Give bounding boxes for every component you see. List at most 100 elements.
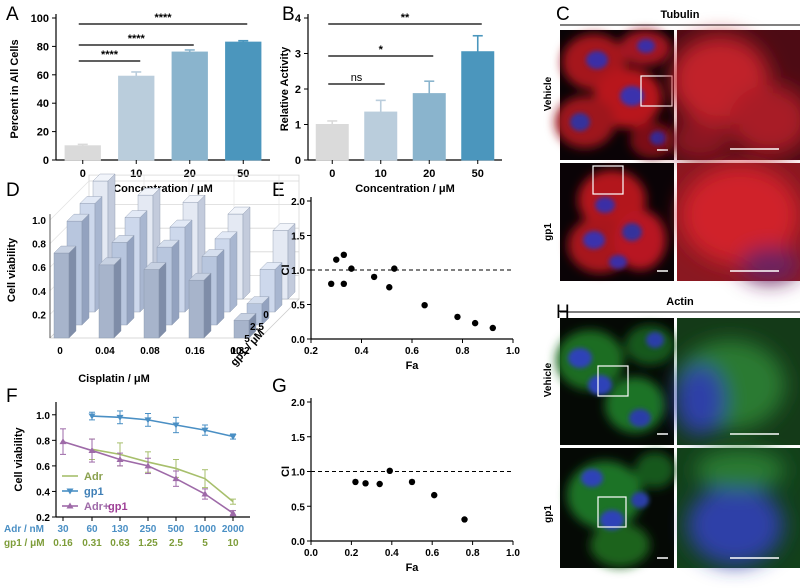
- significance-label: ****: [101, 49, 119, 61]
- x-tick-label: 50: [472, 168, 484, 180]
- y-tick-label: 80: [37, 41, 49, 53]
- x-axis-label: Fa: [406, 360, 420, 372]
- z-tick-label: 10: [230, 346, 242, 357]
- data-point: [172, 422, 180, 429]
- dose-value: 2000: [222, 524, 245, 535]
- bar-top: [259, 262, 283, 270]
- x-tick-label: 0.04: [95, 346, 115, 357]
- y-tick-label: 1.5: [291, 232, 305, 243]
- data-point: [229, 509, 237, 516]
- zoom-region-box: [597, 365, 629, 397]
- y-tick-label: 2.0: [291, 197, 305, 208]
- dose-value: 60: [86, 524, 98, 535]
- x-tick-label: 0.8: [466, 548, 480, 559]
- panel-letter-a: A: [6, 4, 19, 25]
- x-tick-label: 0.8: [456, 346, 470, 357]
- panel-letter-d: D: [6, 180, 20, 201]
- z-tick-label: 2.5: [250, 322, 264, 333]
- panel-d-3d-bar-chart: 0.2 0.4 0.6 0.8 1.0 Cell viability 0 0.04 0.08 0.…: [6, 173, 300, 385]
- tubulin-gp1-overview: [560, 163, 674, 281]
- y-tick-label: 1.0: [291, 468, 305, 479]
- bar-top: [98, 257, 122, 266]
- y-axis-label: CI: [280, 265, 292, 276]
- legend-label-combo: Adr+: [84, 501, 109, 513]
- x-axis-label: Fa: [406, 562, 420, 574]
- x-axis-label: Concentration / μM: [113, 183, 213, 195]
- panel-letter-e: E: [272, 180, 285, 201]
- legend-label-adr: Adr: [84, 471, 104, 483]
- data-point: [362, 480, 369, 487]
- bar: [118, 75, 155, 161]
- tubulin-gp1-zoom: [677, 163, 800, 283]
- panel-letter-g: G: [272, 376, 287, 397]
- y-tick-label: 20: [37, 127, 49, 139]
- y-tick-label: 0.2: [32, 310, 46, 321]
- bar-top: [124, 210, 148, 218]
- legend-label-gp1: gp1: [84, 486, 104, 498]
- bar-face: [188, 279, 205, 339]
- significance-label: ****: [154, 12, 172, 24]
- data-point: [116, 414, 124, 421]
- y-tick-label: 1.0: [36, 411, 50, 422]
- z-tick-label: 0: [263, 310, 269, 321]
- legend-marker: [66, 488, 74, 495]
- dose-value: 130: [112, 524, 129, 535]
- y-tick-label: 0.2: [36, 513, 50, 524]
- y-tick-label: 1.5: [291, 433, 305, 444]
- dose-value: 500: [168, 524, 185, 535]
- data-point: [229, 434, 237, 440]
- significance-label: **: [401, 12, 410, 24]
- panel-h-row-label-gp1: gp1: [543, 505, 554, 523]
- panel-c-title: Tubulin: [661, 9, 700, 21]
- data-point: [328, 280, 335, 287]
- bar-side: [242, 206, 251, 300]
- y-tick-label: 3: [295, 49, 301, 61]
- panel-a-bar-chart: 0 20 40 60 80 100 0 10 20 50 **** **** **** Percent i…: [9, 12, 270, 195]
- x-tick-label: 1.0: [506, 548, 520, 559]
- dose-value: 30: [57, 524, 69, 535]
- x-axis-label: Cisplatin / μM: [78, 373, 150, 385]
- x-tick-label: 0.4: [355, 346, 369, 357]
- bar-top: [137, 187, 161, 196]
- panel-letter-c: C: [556, 4, 570, 25]
- data-point: [340, 280, 348, 287]
- actin-vehicle-zoom: [675, 318, 800, 445]
- significance-label: ns: [351, 72, 363, 84]
- bar-top: [227, 206, 251, 215]
- data-point: [88, 447, 96, 454]
- significance-label: *: [379, 44, 384, 56]
- y-tick-label: 0.0: [291, 537, 305, 548]
- bar-top: [246, 296, 270, 304]
- x-tick-label: 0.32: [230, 346, 250, 357]
- panel-letter-b: B: [282, 4, 295, 25]
- data-point: [172, 475, 180, 482]
- y-tick-label: 60: [37, 70, 49, 82]
- y-tick-label: 0.0: [291, 335, 305, 346]
- panel-letter-f: F: [6, 386, 18, 407]
- bar-top: [53, 245, 77, 254]
- data-point: [88, 413, 96, 420]
- dose-value: 1.25: [138, 538, 158, 549]
- bar: [412, 93, 446, 161]
- bar-face: [53, 252, 70, 339]
- data-point: [116, 456, 124, 462]
- y-tick-label: 2.0: [291, 398, 305, 409]
- bar: [171, 51, 208, 161]
- bar-top: [169, 219, 193, 228]
- data-point: [408, 478, 416, 486]
- zoom-region-box: [592, 165, 624, 195]
- y-tick-label: 2: [295, 84, 301, 96]
- zoom-region-box: [597, 496, 627, 528]
- y-tick-label: 0.6: [36, 462, 50, 473]
- side-grid-line: [49, 180, 90, 221]
- dose-value: 250: [140, 524, 157, 535]
- x-tick-label: 0.6: [405, 346, 419, 357]
- dose-value: 10: [227, 538, 239, 549]
- y-axis-label: Relative Activity: [279, 46, 291, 131]
- bar-top: [188, 272, 212, 281]
- x-tick-label: 0.0: [304, 548, 318, 559]
- bar-face: [143, 269, 160, 339]
